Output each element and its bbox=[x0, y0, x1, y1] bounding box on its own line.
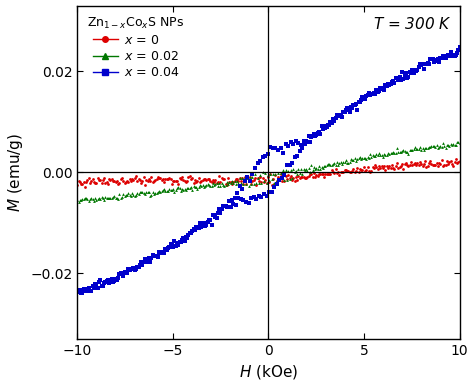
Legend: $x$ = 0, $x$ = 0.02, $x$ = 0.04: $x$ = 0, $x$ = 0.02, $x$ = 0.04 bbox=[83, 12, 188, 83]
Text: $T$ = 300 K: $T$ = 300 K bbox=[373, 15, 452, 32]
Y-axis label: $M$ (emu/g): $M$ (emu/g) bbox=[6, 133, 25, 212]
X-axis label: $H$ (kOe): $H$ (kOe) bbox=[239, 363, 298, 382]
